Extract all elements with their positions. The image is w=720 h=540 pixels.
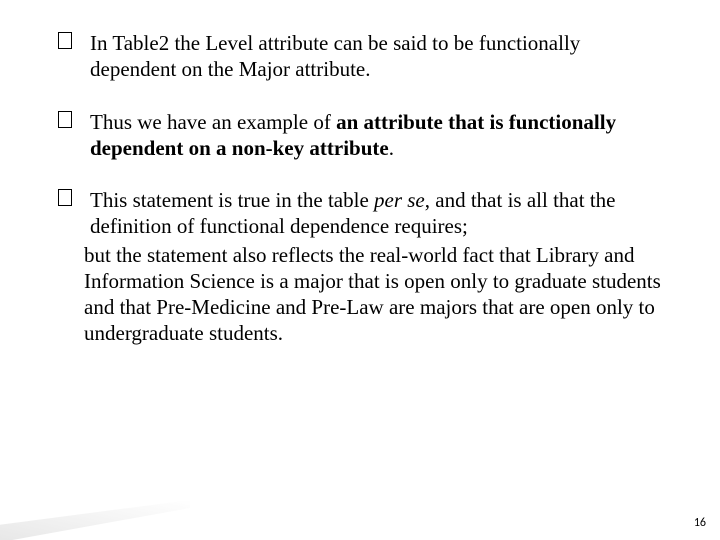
bullet-icon xyxy=(58,111,72,128)
bullet-icon xyxy=(58,32,72,49)
bullet-icon xyxy=(58,189,72,206)
list-item: This statement is true in the table per … xyxy=(58,187,662,240)
bullet-text: This statement is true in the table per … xyxy=(90,188,615,238)
slide: In Table2 the Level attribute can be sai… xyxy=(0,0,720,540)
corner-accent-icon xyxy=(0,500,190,540)
bullet-text: Thus we have an example of an attribute … xyxy=(90,110,616,160)
continuation-text: but the statement also reflects the real… xyxy=(58,242,662,347)
bullet-list: In Table2 the Level attribute can be sai… xyxy=(58,30,662,240)
list-item: In Table2 the Level attribute can be sai… xyxy=(58,30,662,83)
page-number: 16 xyxy=(694,516,706,530)
bullet-text: In Table2 the Level attribute can be sai… xyxy=(90,31,580,81)
list-item: Thus we have an example of an attribute … xyxy=(58,109,662,162)
